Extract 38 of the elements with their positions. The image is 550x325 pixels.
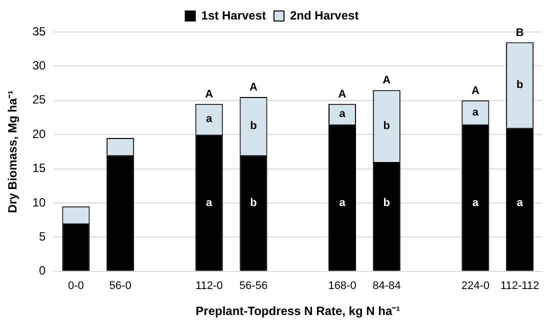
annotation: A	[471, 84, 480, 97]
data-label: a	[516, 197, 524, 210]
x-tick-label: 112-0	[195, 280, 223, 292]
annotation: A	[382, 74, 391, 87]
data-label: a	[472, 197, 480, 210]
y-tick-label: 10	[32, 195, 46, 210]
legend-label: 1st Harvest	[201, 8, 266, 22]
y-tick-label: 35	[32, 24, 46, 38]
data-label: b	[383, 197, 390, 210]
x-tick-label: 168-0	[328, 280, 356, 292]
data-label: b	[516, 79, 524, 92]
data-label: b	[250, 120, 258, 132]
x-tick-label: 84-84	[372, 280, 401, 292]
x-axis-title: Preplant-Topdress N Rate, kg N ha⁻¹	[196, 304, 400, 318]
y-tick-label: 0	[39, 264, 46, 278]
data-label: a	[206, 113, 214, 126]
y-axis-title: Dry Biomass, Mg ha⁻¹	[6, 90, 20, 214]
x-tick-label: 56-0	[109, 280, 132, 292]
y-tick-label: 5	[39, 230, 46, 244]
data-label: a	[339, 108, 346, 120]
legend-label: 2nd Harvest	[290, 8, 359, 22]
x-tick-label: 224-0	[461, 280, 490, 292]
annotation: B	[516, 26, 524, 39]
data-label: a	[472, 106, 480, 118]
annotation: A	[250, 82, 258, 94]
data-label: b	[250, 197, 258, 210]
y-tick-label: 25	[32, 92, 46, 107]
y-tick-label: 20	[32, 126, 46, 141]
x-tick-label: 112-112	[500, 280, 540, 292]
data-label: a	[206, 197, 214, 210]
annotation: A	[205, 88, 214, 100]
data-label: a	[339, 197, 346, 210]
x-tick-label: 0-0	[68, 280, 84, 292]
y-tick-label: 30	[32, 58, 46, 73]
annotation: A	[338, 88, 346, 100]
data-label: b	[383, 120, 390, 132]
x-tick-label: 56-56	[239, 280, 268, 292]
y-tick-label: 15	[32, 161, 46, 176]
